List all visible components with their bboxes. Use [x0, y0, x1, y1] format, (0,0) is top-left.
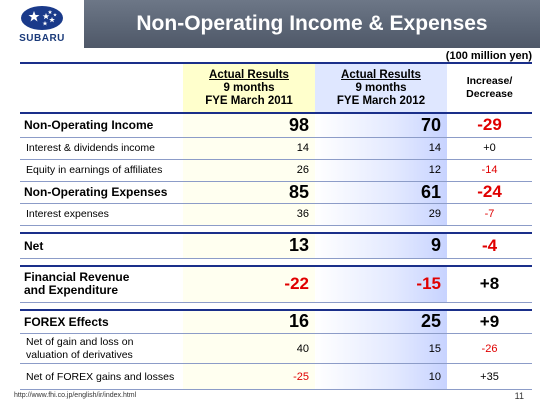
value-fy2012: 14	[315, 137, 447, 160]
value-change: +0	[447, 137, 532, 160]
value-fy2012: -15	[315, 266, 447, 303]
value-fy2011: 40	[183, 333, 315, 364]
results-table: Actual Results 9 months FYE March 2011 A…	[20, 62, 532, 390]
value-change: -29	[447, 113, 532, 138]
value-fy2011: 85	[183, 181, 315, 204]
row-label: Interest expenses	[20, 203, 183, 226]
row-label: Net	[20, 232, 183, 259]
header-fy2012-line1: Actual Results	[341, 68, 421, 81]
value-fy2011: 36	[183, 203, 315, 226]
value-fy2012: 9	[315, 232, 447, 259]
table-row-derivatives: Net of gain and loss on valuation of der…	[20, 333, 532, 364]
value-fy2011: -25	[183, 363, 315, 390]
table-row-forex-effects: FOREX Effects 16 25 +9	[20, 309, 532, 334]
table-row-financial-revenue: Financial Revenue and Expenditure -22 -1…	[20, 266, 532, 303]
value-fy2012: 25	[315, 309, 447, 334]
row-label: Non-Operating Income	[20, 113, 183, 138]
value-fy2012: 29	[315, 203, 447, 226]
header-fy2011-line1: Actual Results	[209, 68, 289, 81]
value-change: -4	[447, 232, 532, 259]
header-fy2012: Actual Results 9 months FYE March 2012	[315, 62, 447, 114]
header-fy2011-line2: 9 months	[223, 81, 275, 94]
subaru-logo: SUBARU	[0, 0, 84, 48]
value-fy2011: -22	[183, 266, 315, 303]
header-fy2012-line3: FYE March 2012	[336, 94, 426, 107]
header-fy2011: Actual Results 9 months FYE March 2011	[183, 62, 315, 114]
row-label-line1: Net of gain and loss on	[26, 335, 134, 348]
row-label: Interest & dividends income	[20, 137, 183, 160]
row-label: Non-Operating Expenses	[20, 181, 183, 204]
row-label: Equity in earnings of affiliates	[20, 159, 183, 182]
table-row-equity-earnings: Equity in earnings of affiliates 26 12 -…	[20, 159, 532, 182]
value-change: -7	[447, 203, 532, 226]
value-change: +35	[447, 363, 532, 390]
table-row-net: Net 13 9 -4	[20, 232, 532, 259]
value-change: -26	[447, 333, 532, 364]
value-change: -14	[447, 159, 532, 182]
brand-name: SUBARU	[19, 32, 65, 44]
table-row-interest-expenses: Interest expenses 36 29 -7	[20, 203, 532, 226]
value-fy2011: 98	[183, 113, 315, 138]
value-change: +9	[447, 309, 532, 334]
table-divider	[20, 258, 532, 267]
value-change: -24	[447, 181, 532, 204]
page-number: 11	[514, 391, 524, 401]
value-change: +8	[447, 266, 532, 303]
table-header: Actual Results 9 months FYE March 2011 A…	[20, 62, 532, 114]
table-row-interest-dividends: Interest & dividends income 14 14 +0	[20, 137, 532, 160]
table-row-non-operating-expenses: Non-Operating Expenses 85 61 -24	[20, 181, 532, 204]
header-change: Increase/ Decrease	[447, 62, 532, 114]
value-fy2011: 16	[183, 309, 315, 334]
table-divider	[20, 302, 532, 311]
row-label-line2: valuation of derivatives	[26, 348, 133, 361]
row-label: Net of FOREX gains and losses	[20, 363, 183, 390]
value-fy2012: 61	[315, 181, 447, 204]
row-label: Financial Revenue and Expenditure	[20, 266, 183, 303]
value-fy2012: 15	[315, 333, 447, 364]
row-label-line1: Financial Revenue	[24, 270, 130, 285]
subaru-stars-icon	[21, 5, 63, 30]
header-empty	[20, 62, 183, 114]
page-title: Non-Operating Income & Expenses	[84, 0, 540, 48]
footer-url[interactable]: http://www.fhi.co.jp/english/ir/index.ht…	[14, 392, 137, 399]
value-fy2012: 70	[315, 113, 447, 138]
value-fy2012: 12	[315, 159, 447, 182]
value-fy2012: 10	[315, 363, 447, 390]
value-fy2011: 13	[183, 232, 315, 259]
table-row-non-operating-income: Non-Operating Income 98 70 -29	[20, 113, 532, 138]
table-row-forex-gains: Net of FOREX gains and losses -25 10 +35	[20, 363, 532, 390]
unit-label: (100 million yen)	[445, 50, 532, 62]
row-label-line2: and Expenditure	[24, 283, 119, 298]
table-divider	[20, 225, 532, 234]
row-label: Net of gain and loss on valuation of der…	[20, 333, 183, 364]
header-fy2011-line3: FYE March 2011	[205, 94, 293, 107]
header-change-line2: Decrease	[466, 88, 513, 100]
header-fy2012-line2: 9 months	[355, 81, 407, 94]
value-fy2011: 26	[183, 159, 315, 182]
header-change-line1: Increase/	[466, 75, 513, 87]
value-fy2011: 14	[183, 137, 315, 160]
row-label: FOREX Effects	[20, 309, 183, 334]
